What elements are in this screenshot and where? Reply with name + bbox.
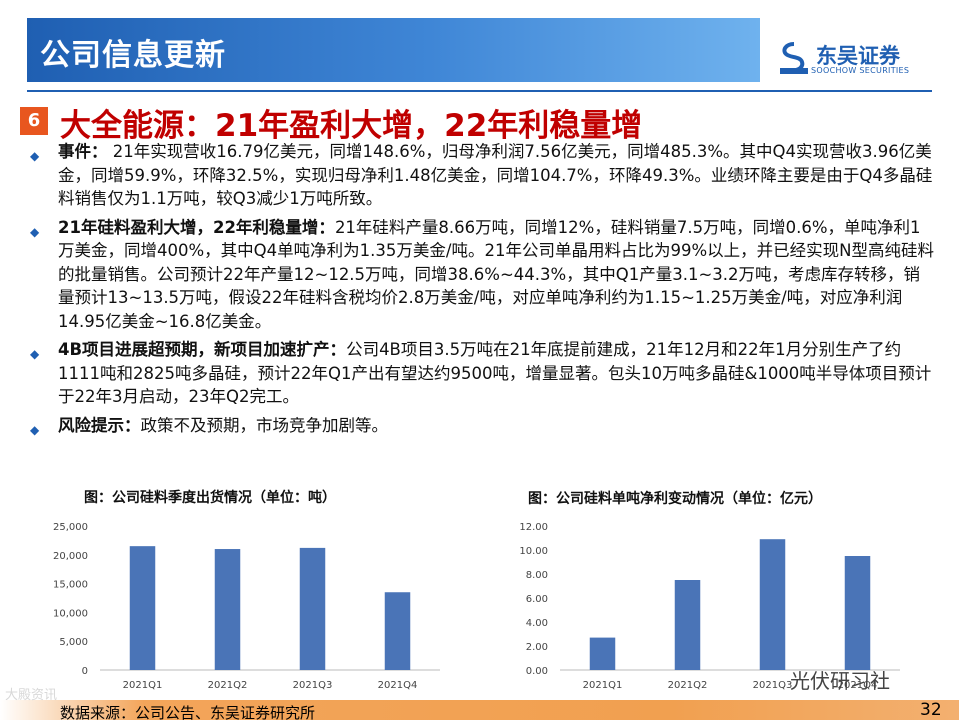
watermark-right: 光伏研习社 xyxy=(790,669,890,693)
bar xyxy=(129,546,156,670)
x-tick-label: 2021Q1 xyxy=(583,680,623,691)
chart1-title: 图：公司硅料季度出货情况（单位：吨） xyxy=(84,490,336,506)
header-title: 公司信息更新 xyxy=(40,38,226,73)
y-tick-label: 25,000 xyxy=(53,522,88,533)
y-tick-label: 4.00 xyxy=(526,618,548,629)
bullet-label: 21年硅料盈利大增，22年利稳量增： xyxy=(58,217,335,237)
x-tick-label: 2021Q3 xyxy=(293,680,333,691)
chart2-title: 图：公司硅料单吨净利变动情况（单位：亿元） xyxy=(528,491,822,507)
section-number: 6 xyxy=(20,107,48,135)
diamond-bullet-icon: ◆ xyxy=(30,224,40,239)
page-number: 32 xyxy=(920,700,942,720)
bar xyxy=(384,592,411,670)
diamond-bullet-icon: ◆ xyxy=(30,422,40,437)
bullet-list: ◆ 事件： 21年实现营收16.79亿美元，同增148.6%，归母净利润7.56… xyxy=(30,140,935,442)
y-tick-label: 15,000 xyxy=(53,580,88,591)
header-band xyxy=(27,18,760,82)
x-tick-label: 2021Q1 xyxy=(123,680,163,691)
bullet-text: 政策不及预期，市场竞争加剧等。 xyxy=(140,415,389,435)
y-tick-label: 12.00 xyxy=(519,522,548,533)
y-tick-label: 6.00 xyxy=(526,594,548,605)
footer-bar xyxy=(0,700,959,720)
header-divider xyxy=(27,90,932,92)
data-source: 数据来源：公司公告、东吴证券研究所 xyxy=(60,704,316,722)
bullet-project: ◆ 4B项目进展超预期，新项目加速扩产：公司4B项目3.5万吨在21年底提前建成… xyxy=(30,338,935,409)
bullet-label: 事件： xyxy=(58,142,108,161)
bullet-label: 风险提示： xyxy=(58,415,141,435)
x-tick-label: 2021Q3 xyxy=(753,680,793,691)
bar xyxy=(299,547,326,670)
diamond-bullet-icon: ◆ xyxy=(30,347,40,361)
bullet-label: 4B项目进展超预期，新项目加速扩产： xyxy=(58,340,347,359)
y-tick-label: 0 xyxy=(82,666,88,677)
diamond-bullet-icon: ◆ xyxy=(30,149,40,163)
bullet-text: 21年实现营收16.79亿美元，同增148.6%，归母净利润7.56亿美元，同增… xyxy=(58,142,933,208)
x-tick-label: 2021Q4 xyxy=(378,680,418,691)
bar xyxy=(674,580,701,670)
shipment-bar-chart: 0 5,000 10,000 15,000 20,000 25,000 2021Q1 2021… xyxy=(53,522,440,691)
company-logo: 东吴证券 SOOCHOW SECURITIES xyxy=(778,40,918,80)
x-tick-label: 2021Q2 xyxy=(668,680,708,691)
profit-bar-chart: 0.00 2.00 4.00 6.00 8.00 10.00 12.00 2021Q1 2021… xyxy=(519,522,900,691)
section-title: 大全能源：21年盈利大增，22年利稳量增 xyxy=(60,108,643,144)
y-tick-label: 8.00 xyxy=(526,570,548,581)
bar xyxy=(214,549,241,670)
x-tick-label: 2021Q4 xyxy=(838,680,878,691)
y-tick-label: 0.00 xyxy=(526,666,548,677)
x-tick-label: 2021Q2 xyxy=(208,680,248,691)
bar xyxy=(844,556,871,670)
bullet-event: ◆ 事件： 21年实现营收16.79亿美元，同增148.6%，归母净利润7.56… xyxy=(30,140,935,211)
bullet-risk: ◆ 风险提示：政策不及预期，市场竞争加剧等。 xyxy=(30,414,935,438)
y-tick-label: 10.00 xyxy=(519,546,548,557)
y-tick-label: 20,000 xyxy=(53,551,88,562)
y-tick-label: 2.00 xyxy=(526,642,548,653)
y-tick-label: 5,000 xyxy=(59,637,88,648)
bullet-text: 公司4B项目3.5万吨在21年底提前建成，21年12月和22年1月分别生产了约1… xyxy=(58,340,932,406)
y-tick-label: 10,000 xyxy=(53,608,88,619)
soochow-logo-icon xyxy=(780,42,808,74)
logo-name-en: SOOCHOW SECURITIES xyxy=(811,66,910,75)
watermark-left: 大殿资讯 xyxy=(5,688,58,703)
bullet-profit: ◆ 21年硅料盈利大增，22年利稳量增：21年硅料产量8.66万吨，同增12%，… xyxy=(30,216,935,334)
bullet-text: 21年硅料产量8.66万吨，同增12%，硅料销量7.5万吨，同增0.6%，单吨净… xyxy=(58,217,934,331)
bar xyxy=(589,637,616,670)
logo-name-cn: 东吴证券 xyxy=(816,44,900,68)
bar xyxy=(759,539,786,670)
